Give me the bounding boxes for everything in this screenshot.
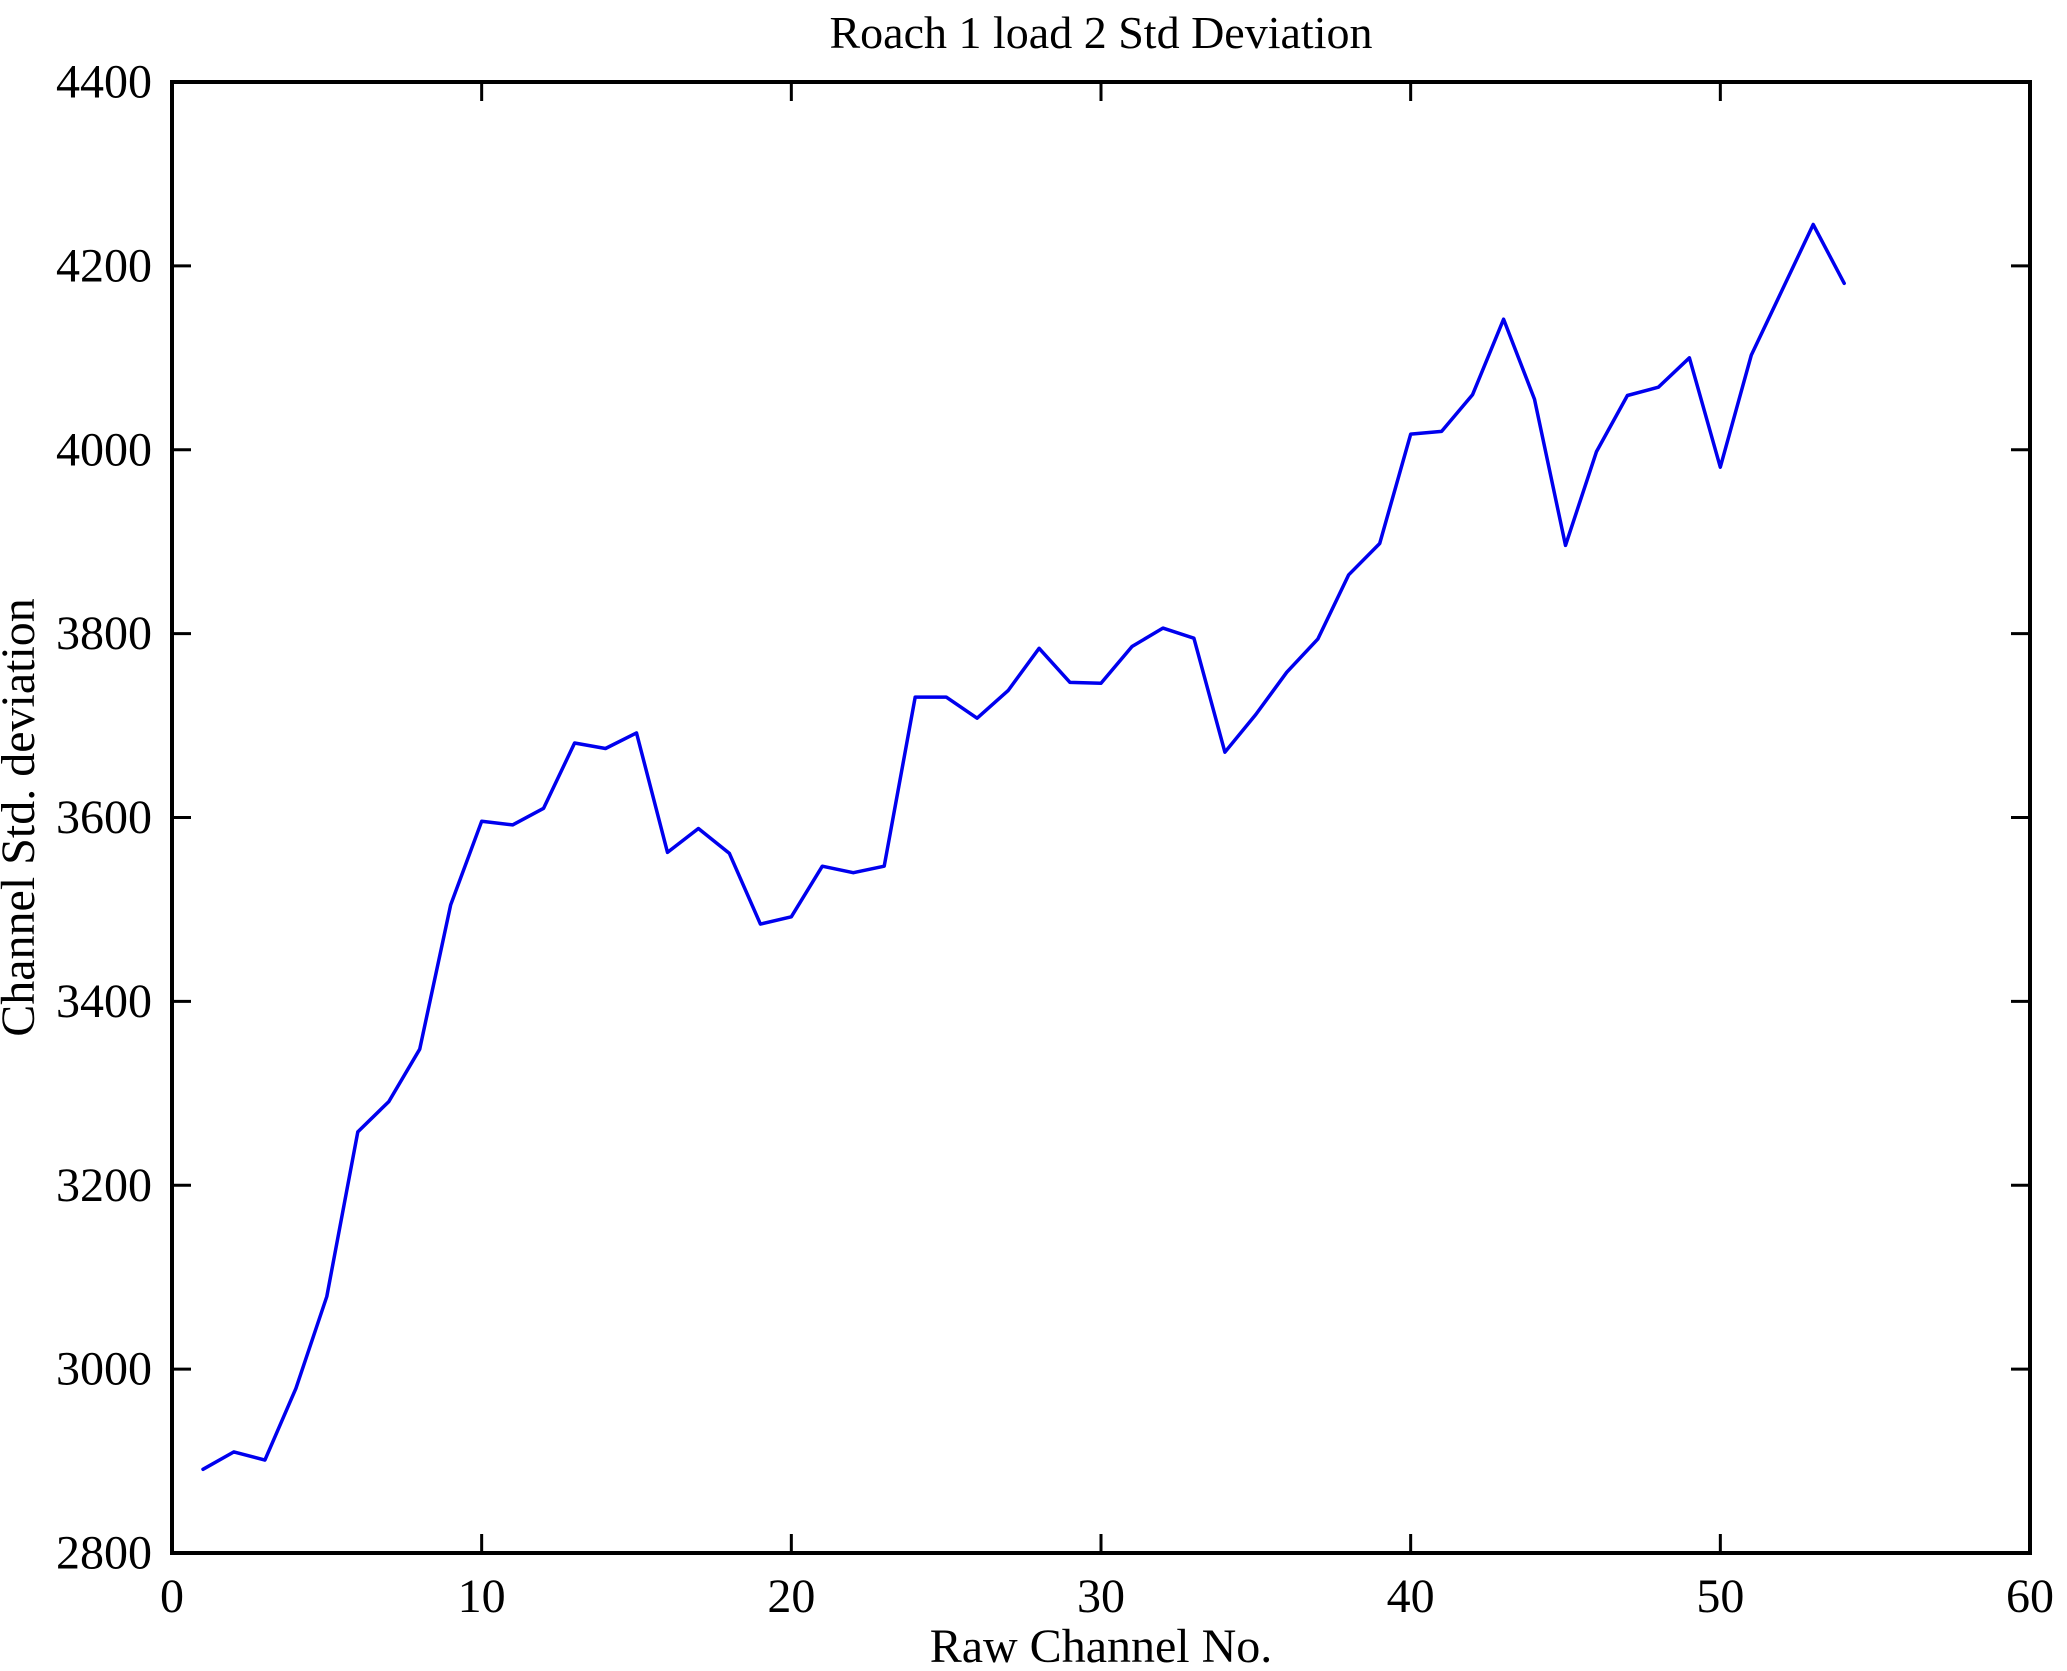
y-tick-label: 2800	[56, 1527, 152, 1580]
y-tick-label: 4000	[56, 423, 152, 476]
y-tick-label: 3600	[56, 791, 152, 844]
x-axis-label: Raw Channel No.	[930, 1620, 1273, 1671]
plot-box	[170, 80, 2032, 1555]
chart-title: Roach 1 load 2 Std Deviation	[830, 7, 1373, 58]
x-tick-label: 0	[160, 1570, 184, 1623]
data-series-line	[201, 222, 1846, 1472]
x-tick-label: 50	[1696, 1570, 1744, 1623]
axis-ticks	[170, 80, 2032, 1555]
tick-labels: 0 10 20 30 40 50 60 2800 3000 3200 3400 3600 3800 400…	[56, 56, 2054, 1624]
y-tick-label: 4400	[56, 56, 152, 109]
y-axis-label: Channel Std. deviation	[0, 598, 45, 1037]
x-tick-label: 60	[2006, 1570, 2054, 1623]
y-tick-label: 4200	[56, 239, 152, 292]
y-tick-label: 3000	[56, 1343, 152, 1396]
y-tick-label: 3200	[56, 1159, 152, 1212]
x-tick-label: 20	[767, 1570, 815, 1623]
x-tick-label: 40	[1387, 1570, 1435, 1623]
y-tick-label: 3800	[56, 607, 152, 660]
y-tick-label: 3400	[56, 975, 152, 1028]
x-tick-label: 30	[1077, 1570, 1125, 1623]
x-tick-label: 10	[458, 1570, 506, 1623]
